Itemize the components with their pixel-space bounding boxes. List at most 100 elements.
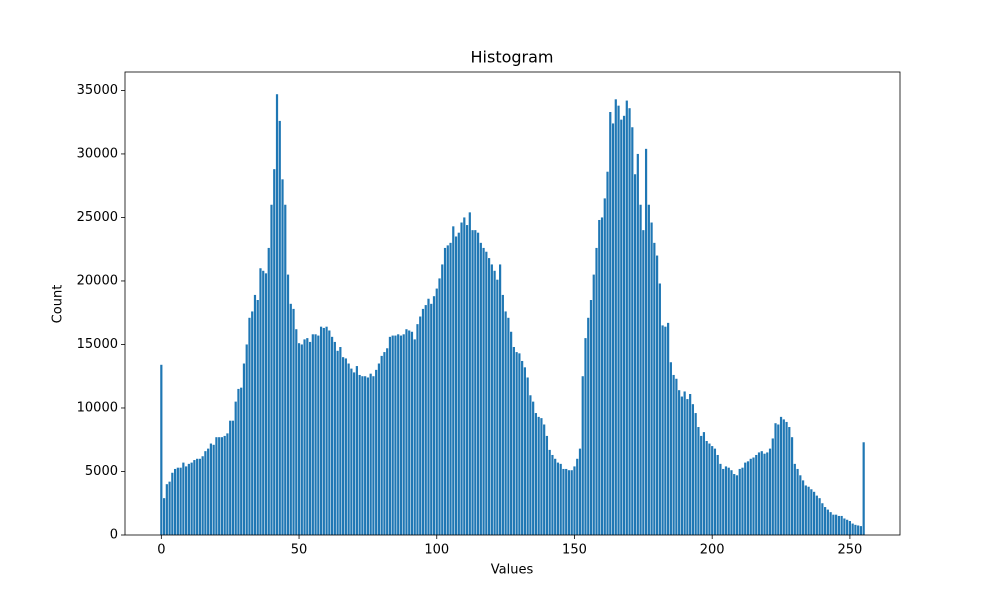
bar xyxy=(490,264,493,535)
bar xyxy=(485,251,488,536)
x-tick-label: 150 xyxy=(562,543,587,558)
bar xyxy=(501,294,504,535)
bar xyxy=(229,420,232,535)
bar xyxy=(650,222,653,535)
bar xyxy=(683,391,686,535)
bar xyxy=(658,283,661,535)
bar xyxy=(716,454,719,535)
bar xyxy=(432,296,436,535)
bar xyxy=(735,475,739,535)
bar xyxy=(532,401,535,535)
bar xyxy=(295,329,298,535)
bar xyxy=(479,242,482,535)
bar xyxy=(697,427,700,535)
bar xyxy=(262,270,265,535)
bar xyxy=(339,347,342,535)
bar xyxy=(672,374,675,535)
x-tick-label: 0 xyxy=(157,543,165,558)
y-tick-label: 25000 xyxy=(77,210,118,225)
bar xyxy=(526,377,529,535)
bar xyxy=(589,300,593,535)
bar xyxy=(804,485,807,535)
bar xyxy=(840,515,843,535)
bar xyxy=(394,335,397,535)
bar xyxy=(322,327,325,535)
bar xyxy=(408,330,411,535)
bar xyxy=(383,352,386,535)
bar xyxy=(399,335,403,535)
bar xyxy=(267,247,270,535)
bar xyxy=(708,443,711,535)
bar xyxy=(358,374,361,535)
bar xyxy=(824,507,827,535)
bar xyxy=(482,247,485,535)
bar xyxy=(537,416,540,535)
bar xyxy=(581,376,584,535)
bar xyxy=(807,486,810,535)
bar xyxy=(441,264,444,535)
bar xyxy=(286,274,290,535)
bar xyxy=(319,326,323,535)
chart-title: Histogram xyxy=(471,48,554,67)
bar xyxy=(273,169,276,535)
bar xyxy=(815,495,818,535)
bar xyxy=(548,449,551,535)
bar xyxy=(198,458,201,535)
bar xyxy=(427,298,430,535)
bar xyxy=(325,326,328,535)
bar xyxy=(353,372,356,535)
bar xyxy=(768,448,772,535)
bar xyxy=(719,463,722,535)
bar xyxy=(639,204,642,535)
bar xyxy=(303,339,306,535)
bar xyxy=(826,509,829,535)
bar xyxy=(603,198,606,536)
bar xyxy=(435,288,438,535)
bar xyxy=(664,326,667,535)
bar xyxy=(347,363,350,535)
bar xyxy=(173,468,177,535)
bar xyxy=(777,424,780,535)
y-tick-label: 10000 xyxy=(77,400,118,415)
bar xyxy=(369,373,372,535)
bar xyxy=(314,334,317,535)
bar xyxy=(746,461,750,535)
bar xyxy=(421,308,425,535)
bar xyxy=(438,278,441,535)
bar xyxy=(851,523,854,535)
bar xyxy=(620,119,623,536)
bar xyxy=(460,222,463,535)
bar xyxy=(744,462,747,535)
bar xyxy=(518,353,521,535)
x-tick-label: 250 xyxy=(837,543,862,558)
bar xyxy=(818,498,821,535)
bar xyxy=(344,358,347,535)
bar xyxy=(738,468,741,535)
bar xyxy=(829,512,832,535)
bar xyxy=(644,148,648,535)
y-axis-label: Count xyxy=(51,285,66,324)
bar xyxy=(160,364,163,535)
bar xyxy=(504,311,507,535)
bar xyxy=(733,474,736,535)
bar xyxy=(463,217,466,535)
plot-area: 0 50 100 150 200 250 0 5000 10000 15000 20000 25000… xyxy=(77,71,901,558)
bar xyxy=(218,437,221,535)
bar xyxy=(625,100,628,535)
bar xyxy=(496,279,499,535)
bar xyxy=(782,419,785,535)
bar xyxy=(342,357,345,535)
bar xyxy=(410,331,414,535)
bar xyxy=(386,348,389,535)
bar xyxy=(796,468,799,535)
bar xyxy=(350,368,353,535)
bar xyxy=(705,441,708,535)
bar xyxy=(622,115,626,535)
bar xyxy=(713,448,717,535)
bar xyxy=(212,444,215,535)
bar xyxy=(253,294,257,535)
bar xyxy=(862,442,865,535)
bar xyxy=(573,466,576,535)
bar xyxy=(521,360,524,535)
